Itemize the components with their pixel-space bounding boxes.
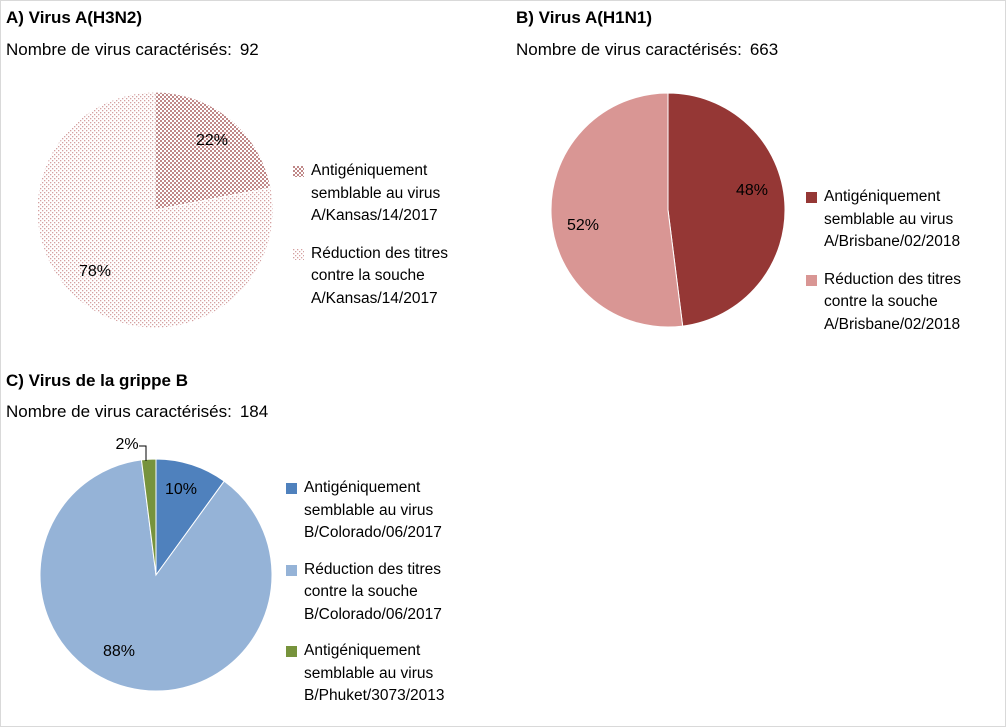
slice-label: 52% — [567, 217, 599, 234]
chart-c-legend-item: Antigéniquement semblable au virus B/Col… — [286, 477, 476, 545]
legend-swatch-graphic — [286, 483, 297, 494]
chart-b-legend-label: Antigéniquement semblable au virus A/Bri… — [824, 188, 961, 250]
chart-b-legend: Antigéniquement semblable au virus A/Bri… — [806, 186, 996, 351]
chart-b-count-label: Nombre de virus caractérisés: — [516, 40, 742, 59]
chart-a-legend-item: Antigéniquement semblable au virus A/Kan… — [293, 160, 483, 228]
slice-label: 48% — [736, 182, 768, 199]
chart-c-title: C) Virus de la grippe B — [6, 371, 189, 390]
slice-label: 88% — [103, 643, 135, 660]
slice-label: 78% — [79, 263, 111, 280]
pie-slice — [36, 91, 274, 329]
legend-swatch-graphic — [806, 274, 817, 286]
chart-a-count: Nombre de virus caractérisés: 92 — [6, 40, 259, 60]
chart-c-legend-swatch — [286, 564, 297, 576]
chart-a-legend: Antigéniquement semblable au virus A/Kan… — [293, 160, 483, 325]
chart-a-legend-swatch — [293, 166, 304, 177]
pie-slice — [155, 458, 225, 577]
chart-b-count-value: 663 — [749, 40, 779, 59]
legend-swatch-graphic — [806, 192, 817, 203]
legend-swatch-graphic — [293, 166, 304, 177]
chart-c-legend-swatch — [286, 483, 297, 494]
chart-b-legend-label: Réduction des titres contre la souche A/… — [824, 270, 961, 333]
chart-c-count-value: 184 — [239, 402, 269, 421]
slice-label: 10% — [165, 481, 197, 498]
chart-b-count: Nombre de virus caractérisés: 663 — [516, 40, 778, 60]
chart-c-legend-label: Antigéniquement semblable au virus B/Col… — [304, 479, 442, 541]
chart-a-legend-swatch — [293, 248, 304, 260]
slice-label: 2% — [115, 436, 138, 453]
chart-a-title: A) Virus A(H3N2) — [6, 8, 143, 27]
chart-c-legend-label: Réduction des titres contre la souche B/… — [304, 560, 442, 623]
chart-c-legend: Antigéniquement semblable au virus B/Col… — [286, 477, 476, 708]
legend-swatch-graphic — [293, 248, 304, 260]
chart-b-legend-swatch — [806, 274, 817, 286]
chart-c-legend-item: Antigéniquement semblable au virus B/Phu… — [286, 640, 476, 708]
pie-slice — [140, 458, 157, 576]
chart-a-legend-item: Réduction des titres contre la souche A/… — [293, 243, 483, 311]
chart-a-legend-label: Réduction des titres contre la souche A/… — [311, 244, 448, 307]
chart-c-count-label: Nombre de virus caractérisés: — [6, 402, 232, 421]
pie-slice — [154, 91, 272, 211]
chart-a-count-value: 92 — [239, 40, 259, 59]
leader-line — [139, 445, 147, 461]
legend-swatch-graphic — [286, 564, 297, 576]
chart-b-title: B) Virus A(H1N1) — [516, 8, 653, 27]
slice-label: 22% — [196, 132, 228, 149]
pie-slice — [550, 92, 684, 328]
chart-c-legend-item: Réduction des titres contre la souche B/… — [286, 559, 476, 627]
chart-c-legend-swatch — [286, 646, 297, 657]
pie-slice — [39, 459, 273, 692]
chart-a-count-label: Nombre de virus caractérisés: — [6, 40, 232, 59]
chart-a-legend-label: Antigéniquement semblable au virus A/Kan… — [311, 162, 441, 224]
chart-b-legend-item: Réduction des titres contre la souche A/… — [806, 269, 996, 337]
chart-b-legend-swatch — [806, 192, 817, 203]
legend-swatch-graphic — [286, 646, 297, 657]
chart-b-legend-item: Antigéniquement semblable au virus A/Bri… — [806, 186, 996, 254]
chart-c-legend-label: Antigéniquement semblable au virus B/Phu… — [304, 642, 445, 704]
chart-c-count: Nombre de virus caractérisés: 184 — [6, 402, 268, 422]
pie-slice — [667, 92, 786, 327]
